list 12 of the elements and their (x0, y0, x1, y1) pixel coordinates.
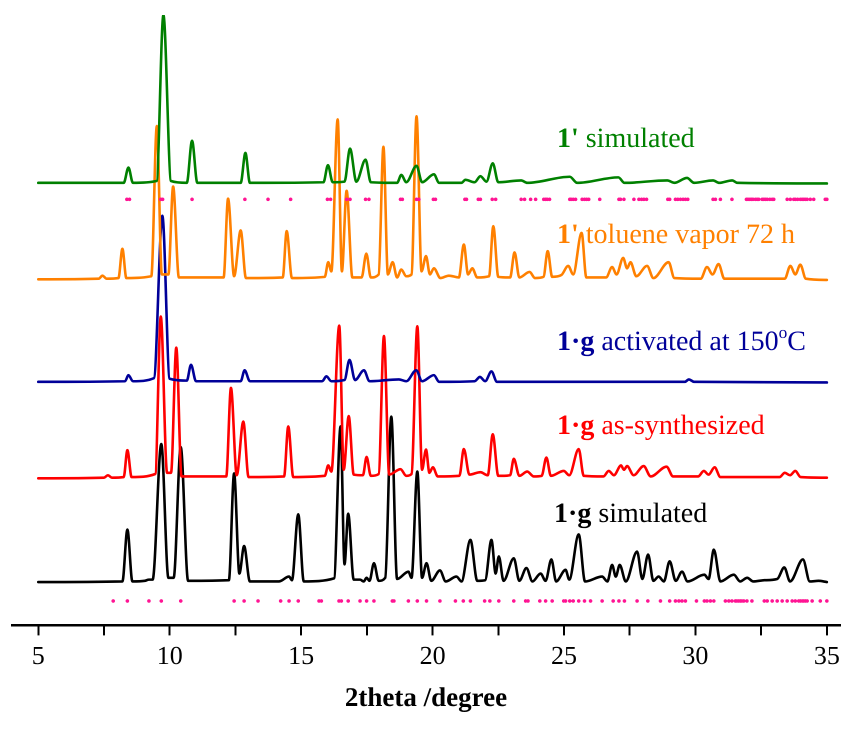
series-label: 1' toluene vapor 72 h (557, 219, 795, 250)
x-tick-label: 35 (814, 640, 840, 670)
x-axis-title: 2theta /degree (344, 682, 508, 712)
series-label: 1' simulated (557, 123, 695, 154)
series-label: 1·g simulated (554, 498, 708, 529)
x-tick-label: 30 (682, 640, 708, 670)
x-tick-label: 20 (420, 640, 446, 670)
x-tick-label: 25 (551, 640, 577, 670)
x-tick-label: 5 (32, 640, 45, 670)
series-label: 1·g as-synthesized (557, 410, 765, 441)
x-tick-label: 15 (288, 640, 314, 670)
x-tick-label: 10 (156, 640, 183, 670)
